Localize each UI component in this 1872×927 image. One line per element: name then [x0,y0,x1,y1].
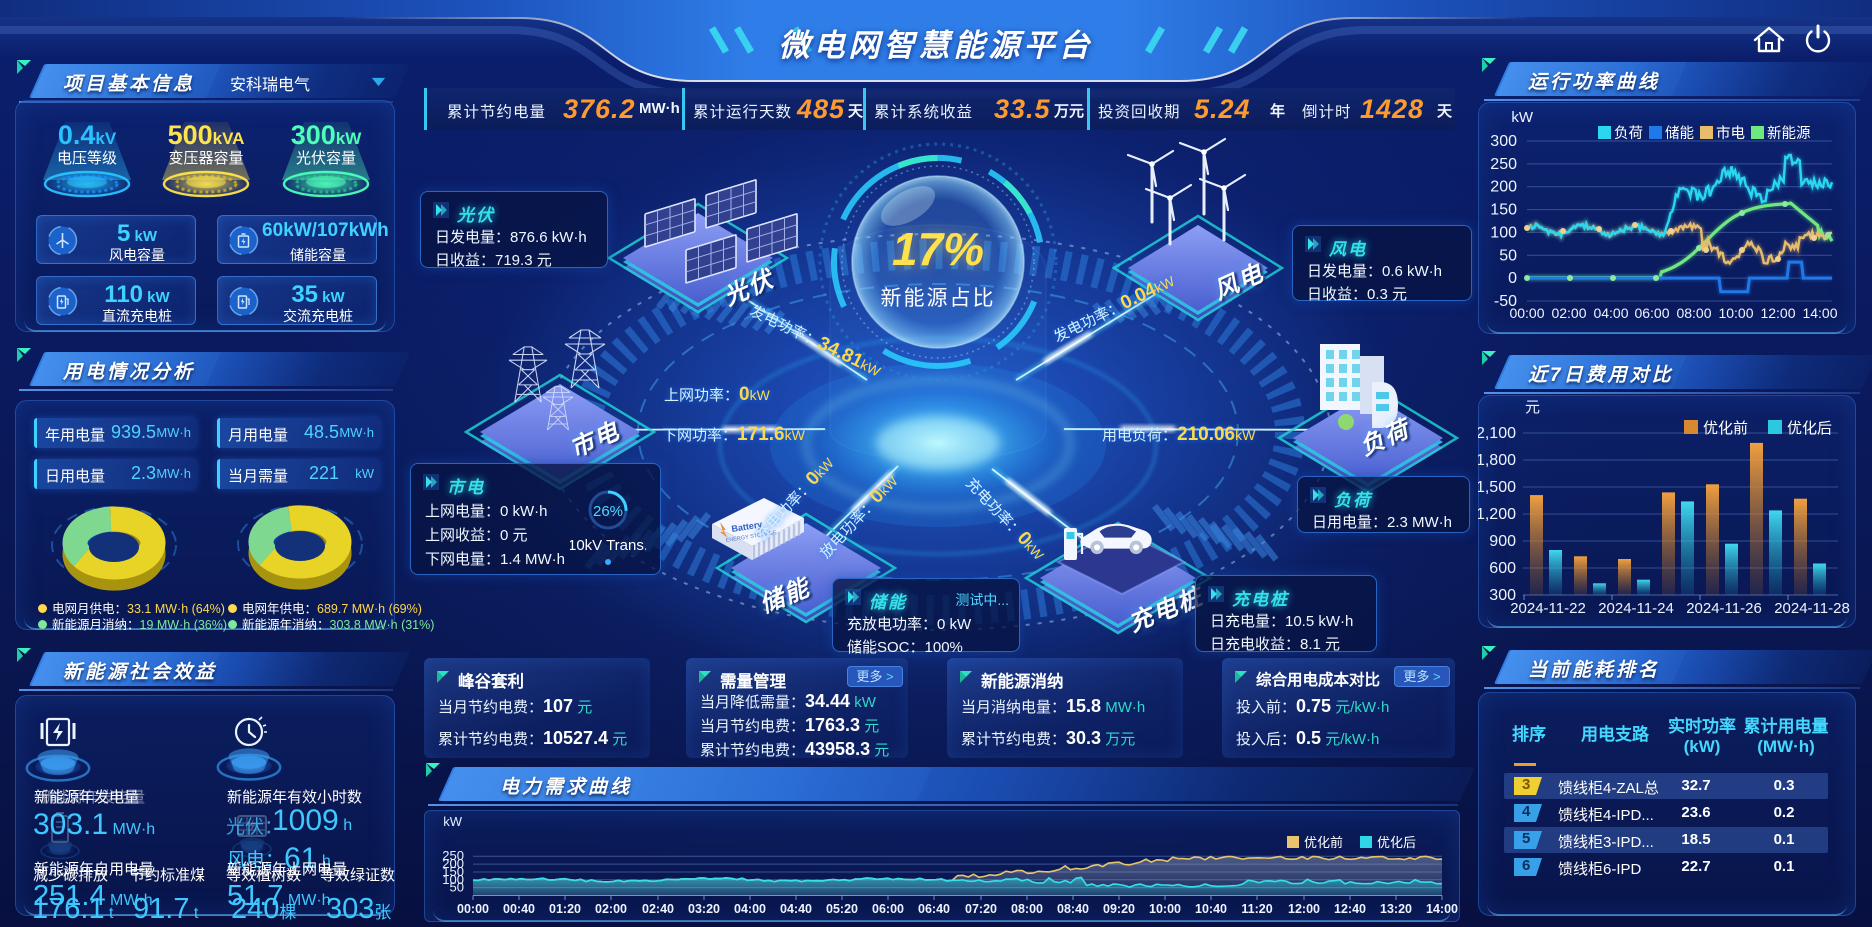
svg-text:10:00: 10:00 [1718,305,1753,321]
svg-text:150: 150 [442,864,464,879]
svg-text:优化后: 优化后 [1787,420,1832,437]
svg-text:05:20: 05:20 [826,902,858,916]
svg-text:新能源: 新能源 [1767,125,1811,142]
svg-text:2024-11-24: 2024-11-24 [1598,600,1674,617]
svg-text:02:00: 02:00 [1551,305,1586,321]
svg-text:Battery: Battery [731,519,763,534]
svg-text:0: 0 [1508,270,1517,287]
svg-text:14:00: 14:00 [1426,902,1458,916]
svg-text:600: 600 [1489,560,1516,577]
svg-text:100: 100 [1490,224,1517,241]
svg-text:08:40: 08:40 [1057,902,1089,916]
svg-text:优化前: 优化前 [1703,420,1748,437]
svg-text:50: 50 [450,880,464,895]
svg-text:02:40: 02:40 [642,902,674,916]
svg-text:2024-11-26: 2024-11-26 [1686,600,1762,617]
svg-text:200: 200 [442,856,464,871]
svg-text:06:40: 06:40 [918,902,950,916]
svg-text:kW: kW [443,814,463,829]
svg-text:900: 900 [1489,533,1516,550]
svg-text:11:20: 11:20 [1241,902,1272,916]
svg-text:02:00: 02:00 [595,902,627,916]
svg-text:50: 50 [1499,247,1517,264]
svg-text:13:20: 13:20 [1380,902,1412,916]
svg-text:09:20: 09:20 [1103,902,1135,916]
svg-text:06:00: 06:00 [1634,305,1669,321]
svg-text:04:00: 04:00 [734,902,766,916]
svg-text:10kV Trans.: 10kV Trans. [570,537,646,554]
svg-text:2,100: 2,100 [1478,425,1516,442]
svg-text:08:00: 08:00 [1676,305,1711,321]
svg-text:12:40: 12:40 [1334,902,1366,916]
svg-text:00:40: 00:40 [503,902,535,916]
svg-text:08:00: 08:00 [1011,902,1043,916]
svg-text:10:40: 10:40 [1195,902,1227,916]
svg-text:2024-11-22: 2024-11-22 [1510,600,1586,617]
svg-text:00:00: 00:00 [457,902,489,916]
svg-text:-50: -50 [1494,293,1517,310]
svg-text:00:00: 00:00 [1509,305,1544,321]
svg-text:06:00: 06:00 [872,902,904,916]
svg-text:200: 200 [1490,179,1517,196]
svg-text:300: 300 [1489,587,1516,604]
svg-text:12:00: 12:00 [1288,902,1320,916]
svg-text:03:20: 03:20 [688,902,720,916]
svg-text:kW: kW [1511,109,1534,126]
svg-text:10:00: 10:00 [1149,902,1181,916]
svg-text:250: 250 [442,848,464,863]
svg-text:负荷: 负荷 [1614,125,1643,142]
svg-text:1,800: 1,800 [1478,452,1516,469]
svg-text:1,200: 1,200 [1478,506,1516,523]
svg-text:01:20: 01:20 [549,902,581,916]
svg-text:150: 150 [1490,202,1517,219]
svg-text:14:00: 14:00 [1802,305,1837,321]
svg-text:储能: 储能 [1665,125,1694,142]
svg-text:26%: 26% [593,503,623,520]
svg-text:2024-11-28: 2024-11-28 [1774,600,1850,617]
svg-text:12:00: 12:00 [1760,305,1795,321]
svg-text:04:40: 04:40 [780,902,812,916]
svg-text:250: 250 [1490,156,1517,173]
svg-text:优化后: 优化后 [1377,835,1416,850]
svg-text:07:20: 07:20 [965,902,997,916]
svg-text:300: 300 [1490,133,1517,150]
svg-text:市电: 市电 [1716,125,1745,142]
svg-text:1,500: 1,500 [1478,479,1516,496]
svg-text:100: 100 [442,872,464,887]
svg-text:04:00: 04:00 [1593,305,1628,321]
svg-text:元: 元 [1525,399,1540,416]
svg-text:优化前: 优化前 [1304,835,1343,850]
